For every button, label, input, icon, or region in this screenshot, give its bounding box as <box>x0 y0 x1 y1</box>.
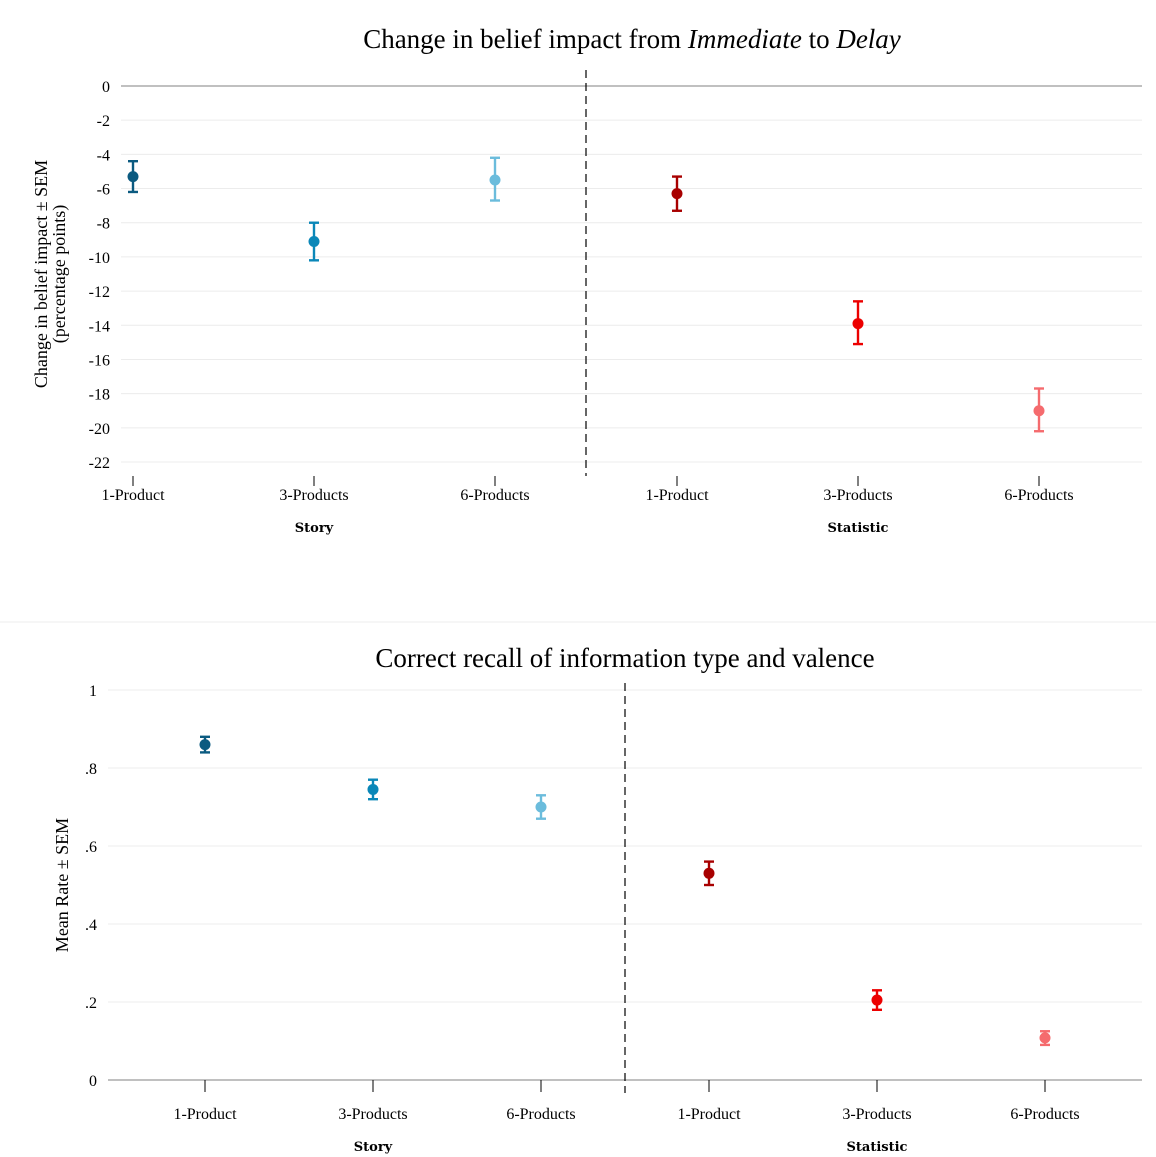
group-label: Statistic <box>828 521 889 536</box>
y-axis-label: Change in belief impact ± SEM(percentage… <box>31 160 70 388</box>
data-point <box>127 171 139 183</box>
belief-impact-chart: 0 -2 -4 -6 -8 -10 -12 -14 -16 -18 -20 -22 Change in … <box>31 24 1142 536</box>
x-tick-label: 1-Product <box>173 1106 237 1123</box>
data-point <box>852 318 864 330</box>
group-label: Statistic <box>847 1140 908 1155</box>
y-tick-label: .8 <box>85 761 97 778</box>
group-label: Story <box>354 1140 393 1155</box>
y-tick-label: -12 <box>89 284 110 301</box>
data-point <box>703 867 715 879</box>
y-tick-label: 0 <box>102 79 110 96</box>
x-tick-label: 3-Products <box>842 1106 911 1123</box>
y-axis-label-line: (percentage points) <box>49 205 70 343</box>
y-tick-label: -6 <box>97 182 110 199</box>
recall-rate-chart: 0 .2 .4 .6 .8 1 Correct recall of information … <box>52 643 1142 1155</box>
title-part: Change in belief impact from <box>363 24 688 54</box>
title-part: to <box>802 24 837 54</box>
y-tick-label: 0 <box>89 1073 97 1090</box>
title-part: Immediate <box>687 24 802 54</box>
y-tick-label: -20 <box>89 421 110 438</box>
x-tick-label: 3-Products <box>338 1106 407 1123</box>
x-tick-label: 6-Products <box>460 487 529 504</box>
group-label: Story <box>295 521 334 536</box>
y-tick-label: .6 <box>85 839 97 856</box>
y-tick-label: .2 <box>85 995 97 1012</box>
y-tick-label: -10 <box>89 250 110 267</box>
chart-title: Change in belief impact from Immediate t… <box>363 24 901 54</box>
x-tick-label: 3-Products <box>279 487 348 504</box>
y-axis-label: Mean Rate ± SEM <box>52 818 72 952</box>
data-point <box>308 236 320 248</box>
x-tick-label: 6-Products <box>506 1106 575 1123</box>
x-tick-label: 6-Products <box>1004 487 1073 504</box>
data-point <box>367 783 379 795</box>
chart-title: Correct recall of information type and v… <box>375 643 874 673</box>
data-point <box>1039 1032 1051 1044</box>
y-tick-label: -2 <box>97 113 110 130</box>
data-point <box>671 188 683 200</box>
data-point <box>871 994 883 1006</box>
y-tick-label: -22 <box>89 455 110 472</box>
y-tick-label: -8 <box>97 216 110 233</box>
y-axis-label-line: Mean Rate ± SEM <box>52 818 72 952</box>
data-point <box>535 801 547 813</box>
x-tick-label: 1-Product <box>101 487 165 504</box>
title-part: Delay <box>835 24 900 54</box>
data-point <box>199 739 211 751</box>
x-tick-label: 6-Products <box>1010 1106 1079 1123</box>
x-tick-label: 3-Products <box>823 487 892 504</box>
y-tick-label: -4 <box>97 147 110 164</box>
y-tick-label: .4 <box>85 917 97 934</box>
x-tick-label: 1-Product <box>645 487 709 504</box>
y-tick-label: 1 <box>89 683 97 700</box>
title-part: Correct recall of information type and v… <box>375 643 874 673</box>
x-tick-label: 1-Product <box>677 1106 741 1123</box>
y-tick-label: -18 <box>89 387 110 404</box>
y-tick-label: -14 <box>89 318 110 335</box>
data-point <box>489 174 501 186</box>
data-point <box>1033 405 1045 417</box>
y-axis-label-line: Change in belief impact ± SEM <box>31 160 51 388</box>
y-tick-label: -16 <box>89 352 110 369</box>
